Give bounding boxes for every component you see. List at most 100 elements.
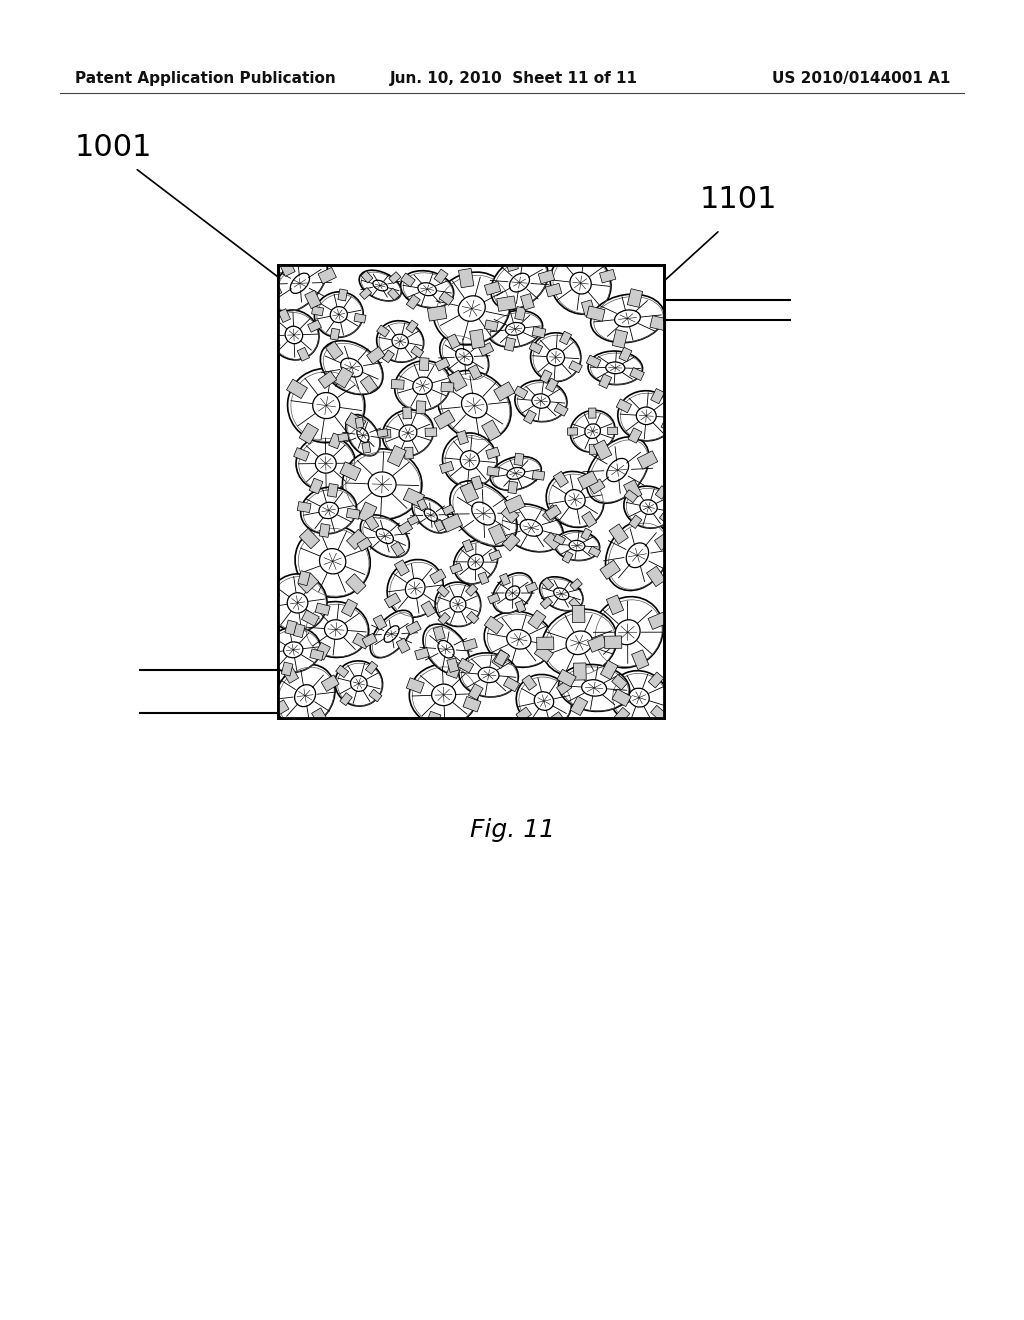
Polygon shape — [624, 479, 642, 500]
Polygon shape — [411, 346, 424, 358]
Polygon shape — [406, 321, 418, 333]
Polygon shape — [366, 661, 378, 675]
Polygon shape — [314, 643, 331, 660]
Polygon shape — [468, 684, 483, 700]
Polygon shape — [388, 288, 399, 300]
Ellipse shape — [285, 326, 303, 343]
Polygon shape — [471, 475, 483, 490]
Ellipse shape — [331, 306, 347, 322]
Polygon shape — [587, 306, 605, 321]
Polygon shape — [546, 378, 558, 392]
Polygon shape — [446, 334, 460, 348]
Polygon shape — [578, 471, 598, 490]
Ellipse shape — [437, 371, 511, 441]
Ellipse shape — [290, 273, 309, 293]
Polygon shape — [514, 385, 527, 399]
Ellipse shape — [450, 480, 517, 546]
Polygon shape — [607, 428, 617, 434]
Ellipse shape — [400, 271, 454, 308]
Polygon shape — [365, 516, 379, 531]
Polygon shape — [535, 644, 553, 663]
Ellipse shape — [460, 450, 479, 470]
Ellipse shape — [275, 664, 335, 727]
Polygon shape — [629, 515, 642, 528]
Ellipse shape — [506, 322, 524, 335]
Ellipse shape — [540, 577, 583, 611]
Polygon shape — [573, 663, 586, 680]
Polygon shape — [299, 528, 319, 549]
Polygon shape — [318, 268, 337, 284]
Polygon shape — [379, 429, 391, 438]
Polygon shape — [441, 513, 463, 532]
Polygon shape — [625, 490, 638, 503]
Ellipse shape — [350, 676, 368, 692]
Polygon shape — [394, 560, 410, 576]
Polygon shape — [329, 433, 342, 449]
Polygon shape — [336, 665, 348, 677]
Polygon shape — [416, 401, 426, 413]
Polygon shape — [407, 677, 424, 693]
Polygon shape — [502, 533, 520, 550]
Polygon shape — [559, 331, 571, 345]
Polygon shape — [532, 470, 545, 480]
Polygon shape — [589, 479, 605, 494]
Polygon shape — [582, 300, 595, 317]
Polygon shape — [447, 370, 467, 391]
Polygon shape — [589, 546, 601, 557]
Ellipse shape — [413, 378, 432, 395]
Polygon shape — [479, 343, 494, 356]
Polygon shape — [562, 550, 573, 564]
Polygon shape — [271, 700, 289, 717]
Text: 1001: 1001 — [75, 133, 153, 162]
Polygon shape — [319, 524, 330, 537]
Polygon shape — [377, 429, 388, 437]
Polygon shape — [434, 411, 455, 429]
Ellipse shape — [636, 407, 656, 425]
Ellipse shape — [418, 282, 436, 296]
Polygon shape — [298, 570, 310, 586]
Polygon shape — [434, 520, 444, 532]
Ellipse shape — [314, 292, 364, 338]
Ellipse shape — [284, 642, 303, 657]
Polygon shape — [525, 582, 538, 593]
Polygon shape — [655, 486, 669, 499]
Ellipse shape — [303, 602, 369, 657]
Ellipse shape — [431, 684, 456, 706]
Ellipse shape — [554, 587, 569, 599]
Polygon shape — [361, 442, 371, 453]
Ellipse shape — [373, 280, 388, 290]
Polygon shape — [341, 599, 357, 616]
Polygon shape — [648, 672, 664, 688]
Polygon shape — [391, 379, 404, 389]
Polygon shape — [359, 288, 372, 300]
Polygon shape — [637, 451, 657, 469]
Ellipse shape — [484, 611, 554, 668]
Ellipse shape — [606, 458, 629, 482]
Polygon shape — [355, 417, 364, 428]
Polygon shape — [520, 293, 535, 310]
Polygon shape — [282, 665, 299, 684]
Ellipse shape — [459, 653, 518, 697]
Ellipse shape — [535, 692, 554, 710]
Ellipse shape — [454, 540, 498, 583]
Polygon shape — [572, 606, 585, 623]
Polygon shape — [404, 447, 414, 459]
Ellipse shape — [325, 620, 347, 639]
Polygon shape — [588, 635, 607, 652]
Ellipse shape — [423, 624, 469, 675]
Ellipse shape — [510, 273, 529, 292]
Polygon shape — [544, 532, 561, 550]
Polygon shape — [515, 306, 526, 321]
Ellipse shape — [614, 310, 640, 327]
Polygon shape — [361, 271, 373, 282]
Polygon shape — [632, 649, 649, 669]
Polygon shape — [266, 338, 281, 350]
Polygon shape — [345, 413, 366, 432]
Polygon shape — [650, 388, 665, 404]
Polygon shape — [334, 367, 353, 388]
Polygon shape — [307, 319, 322, 333]
Polygon shape — [486, 466, 500, 477]
Polygon shape — [537, 638, 554, 649]
Ellipse shape — [360, 515, 410, 557]
Polygon shape — [425, 428, 437, 437]
